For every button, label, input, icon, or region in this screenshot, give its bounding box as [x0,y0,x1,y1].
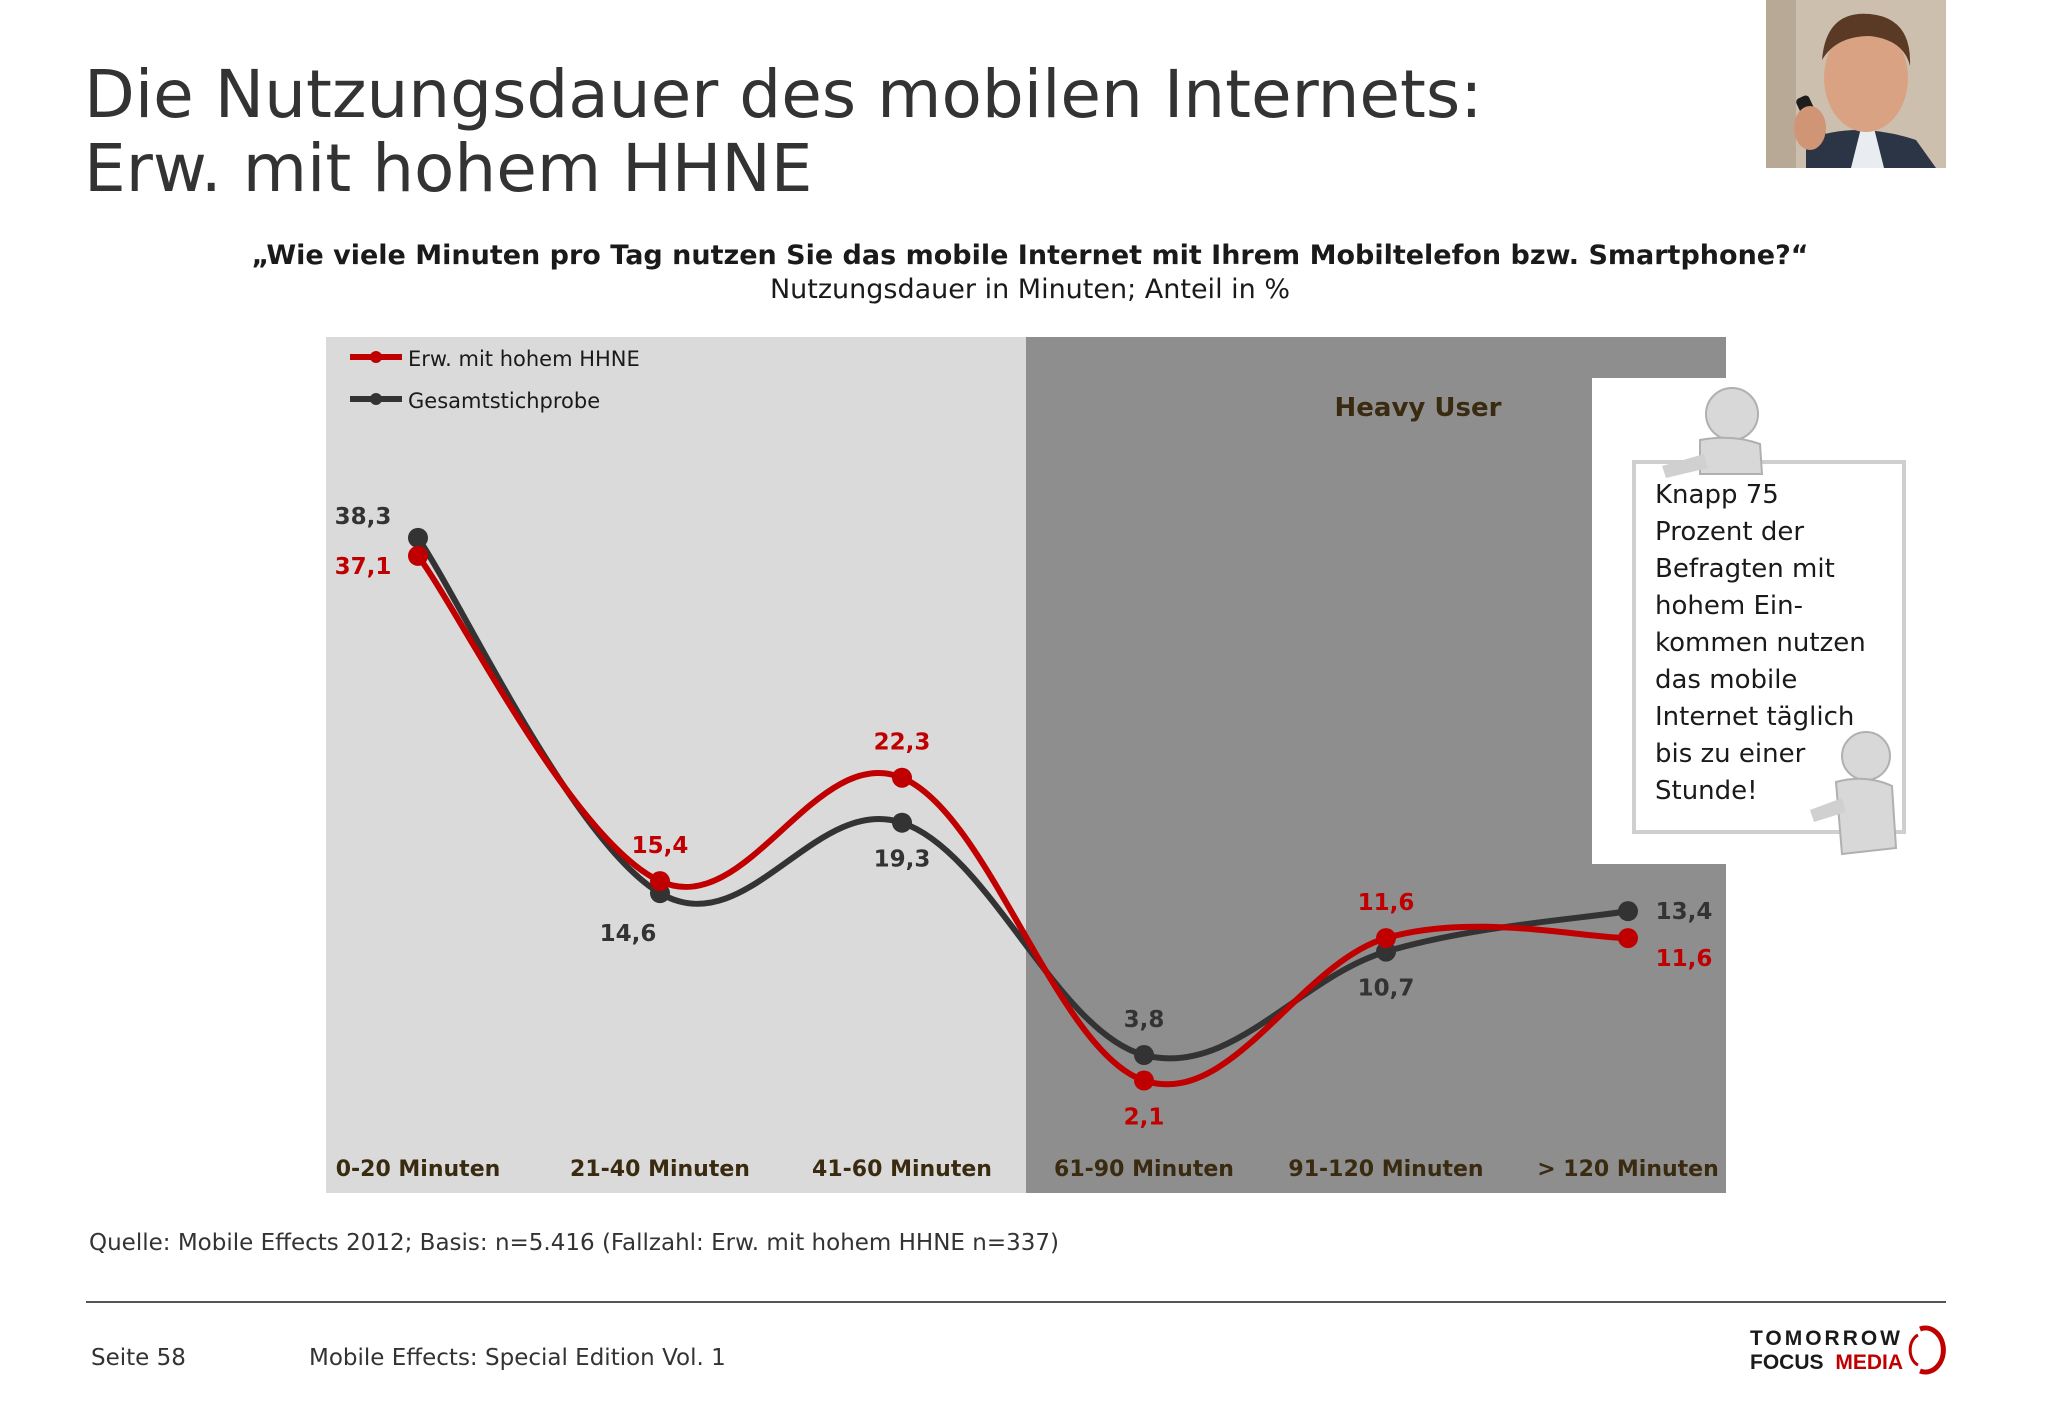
callout-line: das mobile [1655,665,1798,695]
figure-bottom-icon [1810,731,1898,856]
businessman-photo [1766,0,1946,168]
callout-line: hohem Ein- [1655,591,1803,621]
data-label-s1-5: 13,4 [1656,899,1713,925]
data-label-s0-4: 11,6 [1358,890,1415,916]
data-label-s1-0: 38,3 [335,504,392,530]
callout-line: Internet täglich [1655,702,1855,732]
x-tick-label: 91-120 Minuten [1288,1157,1483,1182]
data-label-s0-1: 15,4 [632,833,689,859]
page-title: Die Nutzungsdauer des mobilen Internets:… [84,58,1684,206]
footer-divider [86,1301,1946,1303]
data-label-s1-1: 14,6 [600,921,657,947]
source-note: Quelle: Mobile Effects 2012; Basis: n=5.… [89,1230,1059,1256]
data-point-s1-3 [1134,1045,1154,1066]
title-line-2: Erw. mit hohem HHNE [84,130,813,207]
data-label-s0-3: 2,1 [1124,1105,1165,1131]
company-logo: TOMORROW FOCUS MEDIA [1750,1325,1946,1375]
logo-line-2a: FOCUS [1750,1351,1824,1374]
callout-line: Prozent der [1655,517,1805,547]
heavy-user-label: Heavy User [1335,393,1502,423]
callout-line: kommen nutzen [1655,628,1866,658]
data-point-s0-5 [1618,928,1638,949]
series-line-1 [415,534,1631,1062]
x-tick-label: 61-90 Minuten [1054,1157,1234,1182]
data-point-s0-1 [650,871,670,892]
svg-text:FOCUS MEDIA: FOCUS MEDIA [1750,1351,1903,1374]
data-label-s1-3: 3,8 [1124,1007,1165,1033]
legend-label-hhne: Erw. mit hohem HHNE [408,347,640,371]
data-point-s0-0 [408,545,428,566]
figure-top-icon [1662,387,1764,478]
data-label-s0-0: 37,1 [335,554,392,580]
data-point-s1-5 [1618,901,1638,922]
data-point-s0-2 [892,767,912,788]
edition-label: Mobile Effects: Special Edition Vol. 1 [309,1345,726,1371]
data-label-s1-2: 19,3 [874,847,931,873]
x-tick-label: 0-20 Minuten [336,1157,501,1182]
callout-line: bis zu einer [1655,739,1806,769]
data-point-s1-4 [1376,941,1396,962]
callout-line: Befragten mit [1655,554,1835,584]
logo-mark [1919,1325,1946,1375]
page-number: Seite 58 [91,1345,186,1371]
x-tick-label: 41-60 Minuten [812,1157,992,1182]
logo-line-2b: MEDIA [1835,1351,1903,1374]
survey-question: „Wie viele Minuten pro Tag nutzen Sie da… [251,240,1809,271]
data-label-s0-5: 11,6 [1656,946,1713,972]
x-tick-label: 21-40 Minuten [570,1157,750,1182]
data-label-s0-2: 22,3 [874,730,931,756]
data-point-s0-4 [1376,928,1396,949]
legend-label-gesamt: Gesamtstichprobe [408,389,600,413]
legend-marker-hhne [370,351,382,363]
chart-subtitle: Nutzungsdauer in Minuten; Anteil in % [769,274,1290,305]
title-line-1: Die Nutzungsdauer des mobilen Internets: [84,56,1483,133]
data-point-s1-1 [650,883,670,904]
legend-marker-gesamt [370,393,382,405]
callout-line: Knapp 75 [1655,480,1779,510]
callout-text: Knapp 75 Prozent der Befragten mit hohem Ei… [1655,477,1905,810]
callout-box [1592,378,1926,864]
logo-line-1: TOMORROW [1750,1327,1900,1350]
series-line-0 [415,552,1631,1088]
data-point-s1-0 [408,527,428,548]
data-point-s1-2 [892,812,912,833]
data-label-s1-4: 10,7 [1358,976,1415,1002]
x-axis-labels: 0-20 Minuten 21-40 Minuten 41-60 Minuten 61… [336,1157,1719,1182]
data-point-s0-3 [1134,1070,1154,1091]
series-layer: 37,1 15,4 22,3 2,1 11,6 11,6 38,3 14,6 19,3 3,8 10… [335,504,1713,1131]
callout-line: Stunde! [1655,776,1758,806]
legend: Erw. mit hohem HHNE Gesamtstichprobe [350,347,640,413]
x-tick-label: > 120 Minuten [1537,1157,1719,1182]
chart-panel-light [326,337,1026,1193]
